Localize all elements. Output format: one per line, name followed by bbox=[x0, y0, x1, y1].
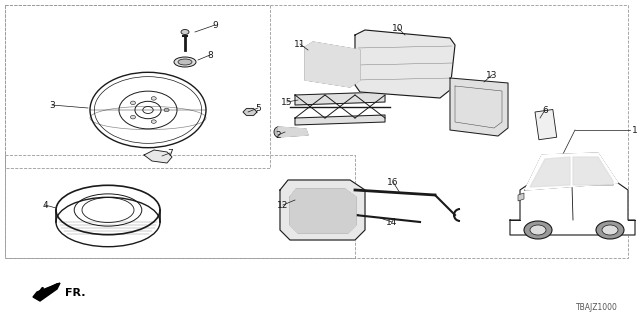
Ellipse shape bbox=[181, 29, 189, 35]
Ellipse shape bbox=[596, 221, 624, 239]
Polygon shape bbox=[295, 92, 385, 105]
Ellipse shape bbox=[524, 221, 552, 239]
Bar bbox=[5, 5, 270, 168]
Ellipse shape bbox=[602, 225, 618, 235]
Text: 3: 3 bbox=[49, 100, 55, 109]
Polygon shape bbox=[530, 157, 570, 187]
Ellipse shape bbox=[178, 59, 192, 65]
Text: FR.: FR. bbox=[65, 288, 86, 298]
Text: 8: 8 bbox=[207, 51, 213, 60]
Polygon shape bbox=[573, 157, 613, 185]
Ellipse shape bbox=[174, 57, 196, 67]
Ellipse shape bbox=[274, 127, 282, 137]
Polygon shape bbox=[510, 173, 635, 235]
Polygon shape bbox=[144, 150, 172, 163]
Text: TBAJZ1000: TBAJZ1000 bbox=[576, 303, 618, 312]
Text: 2: 2 bbox=[275, 131, 281, 140]
Text: 11: 11 bbox=[294, 39, 306, 49]
Polygon shape bbox=[33, 283, 60, 301]
Text: 4: 4 bbox=[42, 201, 48, 210]
Text: 10: 10 bbox=[392, 23, 404, 33]
Bar bbox=[535, 109, 557, 140]
Text: 13: 13 bbox=[486, 70, 498, 79]
Ellipse shape bbox=[131, 116, 136, 119]
Ellipse shape bbox=[164, 108, 169, 112]
Text: 6: 6 bbox=[542, 106, 548, 115]
Bar bbox=[472, 96, 487, 111]
Ellipse shape bbox=[131, 101, 136, 105]
Polygon shape bbox=[243, 108, 257, 116]
Polygon shape bbox=[355, 30, 455, 98]
Ellipse shape bbox=[151, 120, 156, 123]
Polygon shape bbox=[290, 189, 356, 233]
Polygon shape bbox=[525, 153, 618, 190]
Ellipse shape bbox=[151, 97, 156, 100]
Polygon shape bbox=[295, 115, 385, 125]
Polygon shape bbox=[305, 42, 360, 87]
Bar bbox=[5, 5, 628, 258]
Polygon shape bbox=[518, 193, 524, 201]
Text: 15: 15 bbox=[281, 98, 292, 107]
Ellipse shape bbox=[530, 225, 546, 235]
Text: 9: 9 bbox=[212, 20, 218, 29]
Text: 12: 12 bbox=[277, 201, 289, 210]
Ellipse shape bbox=[248, 110, 253, 114]
Text: 14: 14 bbox=[387, 218, 397, 227]
Text: 1: 1 bbox=[632, 125, 637, 134]
Polygon shape bbox=[450, 78, 508, 136]
Text: 7: 7 bbox=[167, 148, 173, 157]
Polygon shape bbox=[280, 180, 365, 240]
Text: 5: 5 bbox=[255, 103, 261, 113]
Text: 16: 16 bbox=[387, 178, 399, 187]
Polygon shape bbox=[278, 127, 308, 137]
Bar bbox=[5, 155, 355, 258]
